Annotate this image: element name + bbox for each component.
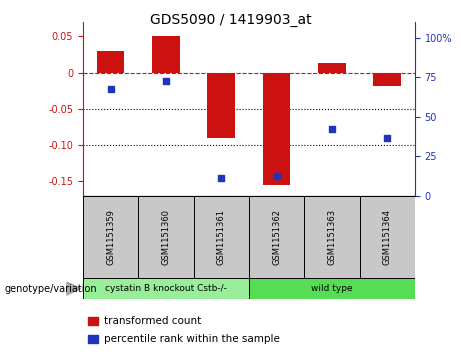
Point	[107, 86, 114, 92]
Text: GDS5090 / 1419903_at: GDS5090 / 1419903_at	[150, 13, 311, 27]
Bar	[249, 196, 304, 278]
Bar	[97, 51, 124, 73]
Text: GSM1151362: GSM1151362	[272, 209, 281, 265]
Point	[218, 175, 225, 181]
Text: transformed count: transformed count	[104, 316, 201, 326]
Bar	[88, 335, 98, 343]
Bar	[138, 196, 194, 278]
Text: GSM1151364: GSM1151364	[383, 209, 392, 265]
Text: GSM1151363: GSM1151363	[327, 209, 337, 265]
Bar	[304, 196, 360, 278]
Bar	[83, 196, 138, 278]
Bar	[373, 73, 401, 86]
Bar	[360, 196, 415, 278]
Bar	[318, 63, 346, 73]
Text: wild type: wild type	[311, 284, 353, 293]
Bar	[194, 196, 249, 278]
Point	[162, 78, 170, 84]
Bar	[207, 73, 235, 138]
Bar	[83, 278, 249, 299]
Bar	[263, 73, 290, 185]
Text: GSM1151359: GSM1151359	[106, 209, 115, 265]
Bar	[88, 317, 98, 325]
Polygon shape	[67, 282, 81, 295]
Bar	[152, 36, 180, 73]
Text: genotype/variation: genotype/variation	[5, 284, 97, 294]
Point	[273, 173, 280, 179]
Text: GSM1151361: GSM1151361	[217, 209, 226, 265]
Point	[328, 127, 336, 132]
Point	[384, 135, 391, 141]
Text: GSM1151360: GSM1151360	[161, 209, 171, 265]
Text: cystatin B knockout Cstb-/-: cystatin B knockout Cstb-/-	[105, 284, 227, 293]
Text: percentile rank within the sample: percentile rank within the sample	[104, 334, 280, 344]
Bar	[249, 278, 415, 299]
